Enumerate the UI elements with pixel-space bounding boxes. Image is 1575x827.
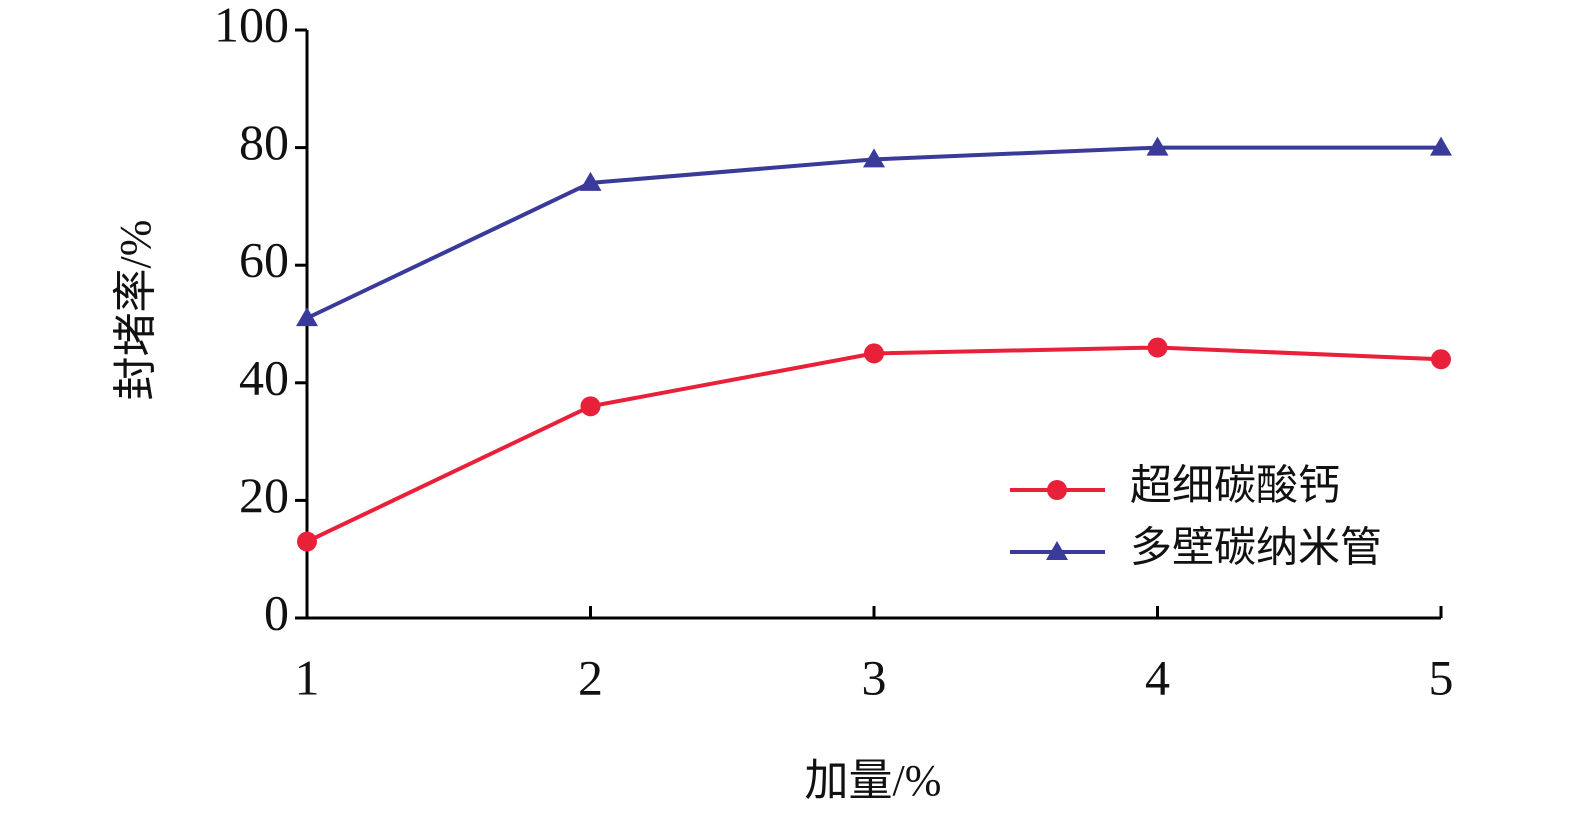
y-tick-label: 60 — [239, 232, 289, 288]
data-point — [1431, 349, 1451, 370]
x-axis-label: 加量/% — [805, 756, 942, 805]
data-point — [1146, 136, 1169, 156]
x-tick-label: 1 — [295, 649, 320, 705]
data-point — [296, 307, 318, 327]
legend-label: 多壁碳纳米管 — [1130, 526, 1382, 572]
legend-marker — [1046, 541, 1068, 560]
x-tick-label: 4 — [1145, 649, 1170, 705]
y-tick-label: 0 — [264, 584, 289, 640]
legend-label: 超细碳酸钙 — [1130, 464, 1340, 510]
y-tick-label: 20 — [239, 467, 289, 523]
data-point — [863, 148, 885, 168]
data-point — [1147, 337, 1168, 358]
data-point — [1430, 136, 1452, 156]
legend-marker — [1047, 480, 1067, 500]
data-point — [297, 531, 317, 552]
series-line — [306, 345, 1442, 544]
series-line — [306, 145, 1441, 320]
data-point — [864, 343, 884, 364]
y-axis-label: 封堵率/% — [111, 220, 160, 401]
y-tick-label: 80 — [239, 114, 289, 170]
data-point — [579, 171, 602, 191]
y-tick-label: 100 — [214, 0, 289, 52]
x-tick-label: 3 — [862, 649, 887, 705]
y-tick-label: 40 — [239, 349, 289, 405]
x-tick-label: 2 — [578, 649, 603, 705]
data-point — [580, 396, 601, 417]
x-tick-label: 5 — [1429, 649, 1454, 705]
